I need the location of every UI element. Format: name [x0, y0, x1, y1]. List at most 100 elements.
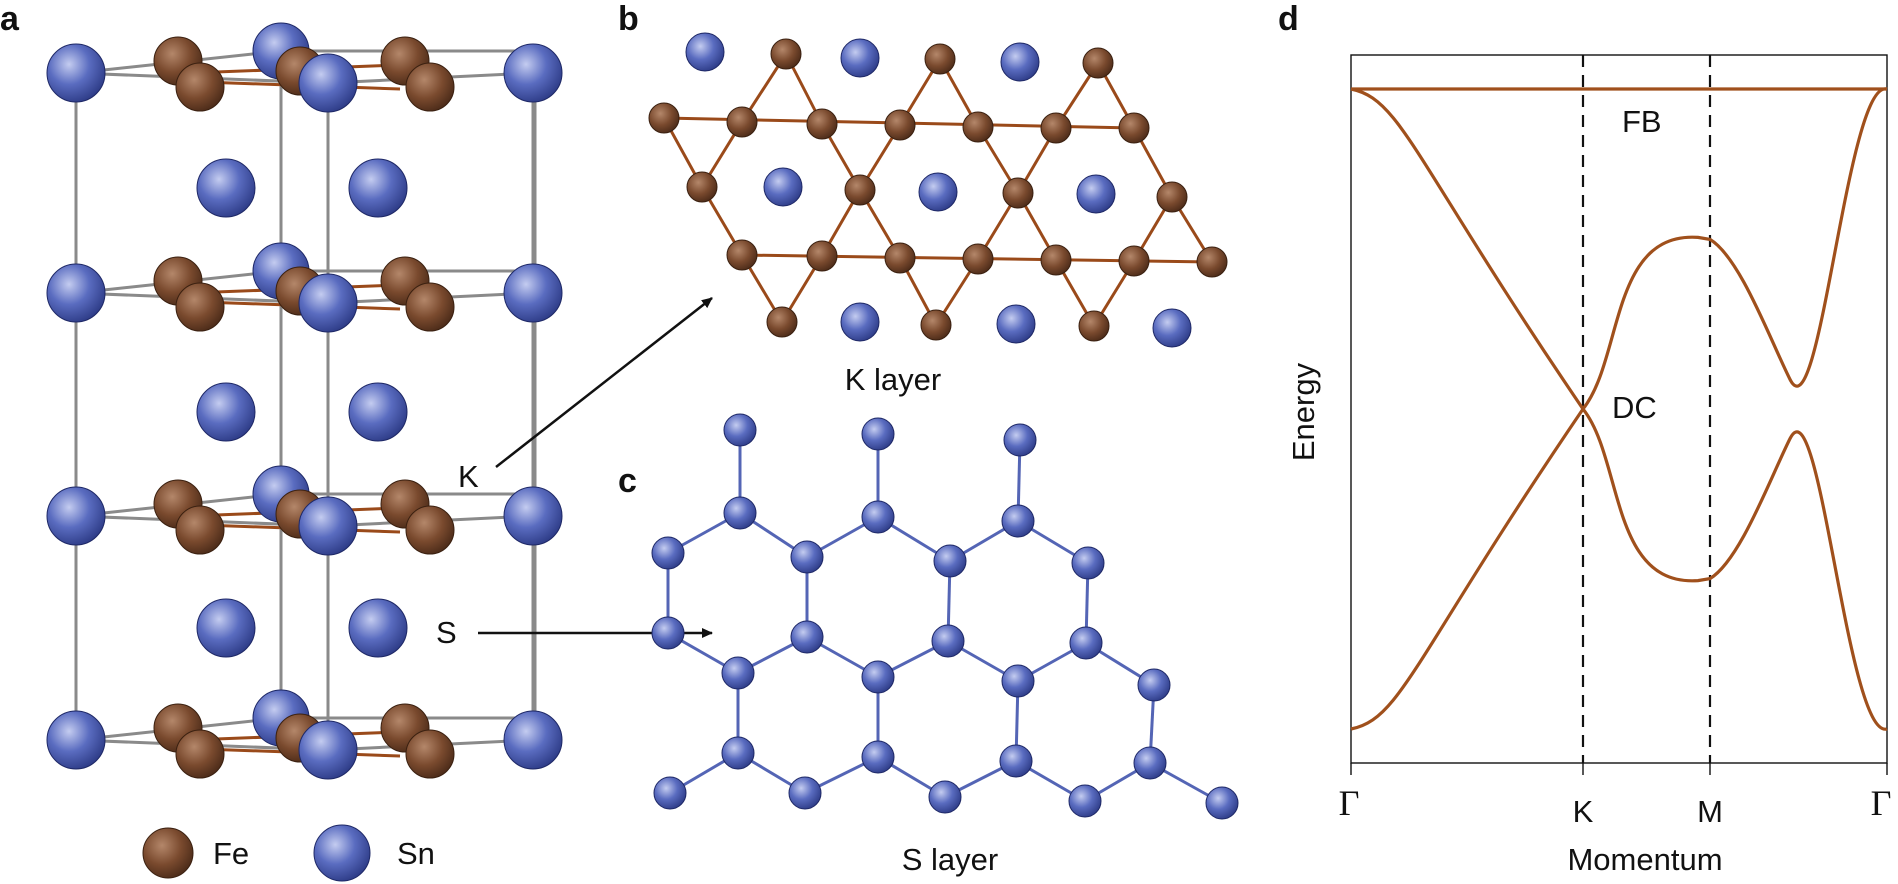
x-tick-label: M — [1697, 794, 1723, 829]
fe-atom — [920, 309, 952, 341]
legend-fe-swatch — [142, 827, 194, 879]
crystal-structure — [46, 22, 563, 780]
fe-atom — [405, 282, 455, 332]
fe-atom — [1082, 47, 1114, 79]
sn-atom — [933, 544, 967, 578]
sn-atom — [503, 710, 563, 770]
panel-label-b: b — [618, 0, 639, 38]
fe-atom — [175, 62, 225, 112]
fe-atom — [1196, 246, 1228, 278]
sn-atom — [348, 158, 408, 218]
fe-atom — [405, 62, 455, 112]
legend: Fe Sn — [142, 824, 435, 882]
x-axis-label: Momentum — [1567, 842, 1722, 877]
sn-atom — [348, 382, 408, 442]
fe-atom — [962, 111, 994, 143]
fe-atom — [1078, 310, 1110, 342]
sn-atom — [348, 598, 408, 658]
fe-atom — [844, 174, 876, 206]
sn-atom — [298, 273, 358, 333]
sn-atom — [298, 720, 358, 780]
sn-atom — [931, 624, 965, 658]
fe-atom — [884, 242, 916, 274]
sn-atom — [1152, 308, 1192, 348]
sn-atom — [1003, 423, 1037, 457]
fe-atom — [726, 106, 758, 138]
fe-atom — [175, 505, 225, 555]
sn-atom — [1069, 626, 1103, 660]
legend-fe-label: Fe — [213, 836, 249, 871]
sn-atom — [861, 500, 895, 534]
sn-atom — [503, 486, 563, 546]
fe-atom — [806, 240, 838, 272]
fe-atom — [806, 108, 838, 140]
honeycomb-layer — [651, 413, 1239, 820]
fe-atom — [924, 43, 956, 75]
sn-atom — [928, 780, 962, 814]
x-tick-label: Γ — [1871, 783, 1892, 823]
sn-atom — [685, 32, 725, 72]
sn-atom — [790, 620, 824, 654]
fe-atom — [175, 729, 225, 779]
k-layer-marker: K — [458, 459, 479, 494]
sn-atom — [46, 263, 106, 323]
sn-atom — [996, 304, 1036, 344]
arrow-to-k-layer — [495, 297, 713, 468]
plot-frame — [1350, 54, 1888, 764]
panel-label-c: c — [618, 462, 637, 500]
sn-atom — [723, 413, 757, 447]
sn-atom — [861, 740, 895, 774]
sn-atom — [196, 598, 256, 658]
band-1 — [1350, 87, 1888, 731]
sn-atom — [1001, 504, 1035, 538]
fe-atom — [405, 505, 455, 555]
y-axis-label: Energy — [1286, 362, 1321, 461]
sn-atom — [861, 417, 895, 451]
sn-atom — [196, 382, 256, 442]
sn-atom — [918, 172, 958, 212]
sn-atom — [298, 496, 358, 556]
sn-atom — [721, 656, 755, 690]
fe-atom — [648, 102, 680, 134]
sn-atom — [840, 302, 880, 342]
sn-atom — [1071, 546, 1105, 580]
sn-atom — [46, 486, 106, 546]
k-layer-caption: K layer — [845, 362, 941, 397]
sn-atom — [653, 776, 687, 810]
fe-atom — [1040, 244, 1072, 276]
fe-atom — [175, 282, 225, 332]
annotation-fb: FB — [1622, 104, 1662, 139]
sn-atom — [46, 710, 106, 770]
x-tick-label: K — [1573, 794, 1594, 829]
sn-atom — [1068, 784, 1102, 818]
sn-atom — [1076, 174, 1116, 214]
sn-atom — [840, 38, 880, 78]
fe-atom — [766, 306, 798, 338]
panel-label-a: a — [0, 0, 20, 38]
kagome-layer — [648, 32, 1228, 348]
panel-label-d: d — [1278, 0, 1299, 38]
bands — [1350, 87, 1888, 731]
band-2 — [1350, 87, 1888, 731]
sn-atom — [503, 263, 563, 323]
s-layer-caption: S layer — [902, 842, 998, 877]
fe-atom — [1156, 181, 1188, 213]
fe-atom — [686, 171, 718, 203]
fe-atom — [1118, 245, 1150, 277]
sn-atom — [788, 776, 822, 810]
sn-atom — [999, 744, 1033, 778]
sn-atom — [721, 736, 755, 770]
sn-atom — [1000, 42, 1040, 82]
fe-atom — [962, 243, 994, 275]
annotation-dc: DC — [1612, 390, 1657, 425]
sn-atom — [861, 660, 895, 694]
fe-atom — [726, 239, 758, 271]
fe-atom — [884, 109, 916, 141]
band-structure-plot: Γ K M Γ FB DC Momentum Energy — [1286, 54, 1892, 877]
sn-atom — [651, 616, 685, 650]
fe-atom — [405, 729, 455, 779]
sn-atom — [1137, 668, 1171, 702]
fe-atom — [1002, 177, 1034, 209]
